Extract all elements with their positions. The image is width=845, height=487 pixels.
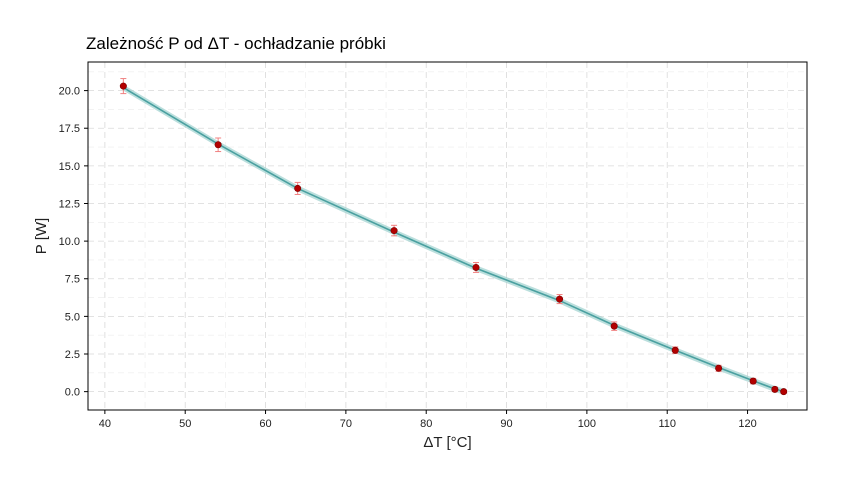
chart-title: Zależność P od ΔT - ochładzanie próbki bbox=[86, 34, 386, 53]
fit-confidence-band bbox=[123, 84, 784, 395]
y-tick-label: 10.0 bbox=[59, 236, 80, 248]
data-points bbox=[119, 82, 788, 396]
x-axis-label: ΔT [°C] bbox=[423, 434, 471, 451]
plot-border bbox=[87, 61, 808, 411]
data-point bbox=[390, 227, 398, 235]
data-point bbox=[771, 385, 779, 393]
fit-band-area bbox=[123, 84, 784, 395]
data-point bbox=[119, 82, 127, 90]
data-point bbox=[780, 388, 788, 396]
fit-line-group bbox=[122, 86, 784, 393]
data-point bbox=[472, 263, 480, 271]
data-point bbox=[214, 141, 222, 149]
fit-line bbox=[122, 86, 784, 393]
data-point bbox=[671, 346, 679, 354]
y-tick-label: 20.0 bbox=[59, 86, 80, 98]
y-axis-label: P [W] bbox=[33, 218, 50, 254]
x-tick-label: 40 bbox=[99, 418, 111, 430]
y-tick-label: 7.5 bbox=[65, 274, 80, 286]
data-point bbox=[610, 322, 618, 330]
data-point bbox=[556, 295, 564, 303]
x-tick-label: 100 bbox=[578, 418, 596, 430]
x-tick-label: 90 bbox=[500, 418, 512, 430]
data-point bbox=[294, 184, 302, 192]
y-tick-label: 5.0 bbox=[65, 311, 80, 323]
y-axis-ticks: 0.0 2.5 5.0 7.5 10.0 12.5 15.0 17.5 20.0 bbox=[59, 86, 88, 399]
grid-lines bbox=[88, 62, 807, 410]
y-tick-label: 12.5 bbox=[59, 198, 80, 210]
y-tick-label: 17.5 bbox=[59, 123, 80, 135]
x-axis-ticks: 40 50 60 70 80 90 100 110 120 bbox=[99, 410, 757, 430]
x-tick-label: 120 bbox=[738, 418, 756, 430]
y-tick-label: 15.0 bbox=[59, 161, 80, 173]
x-tick-label: 70 bbox=[340, 418, 352, 430]
x-tick-label: 110 bbox=[658, 418, 676, 430]
data-point bbox=[715, 364, 723, 372]
y-tick-label: 2.5 bbox=[65, 349, 80, 361]
x-tick-label: 50 bbox=[179, 418, 191, 430]
x-tick-label: 80 bbox=[420, 418, 432, 430]
y-tick-label: 0.0 bbox=[65, 387, 80, 399]
x-tick-label: 60 bbox=[259, 418, 271, 430]
error-bars bbox=[120, 78, 787, 394]
data-point bbox=[749, 377, 757, 385]
